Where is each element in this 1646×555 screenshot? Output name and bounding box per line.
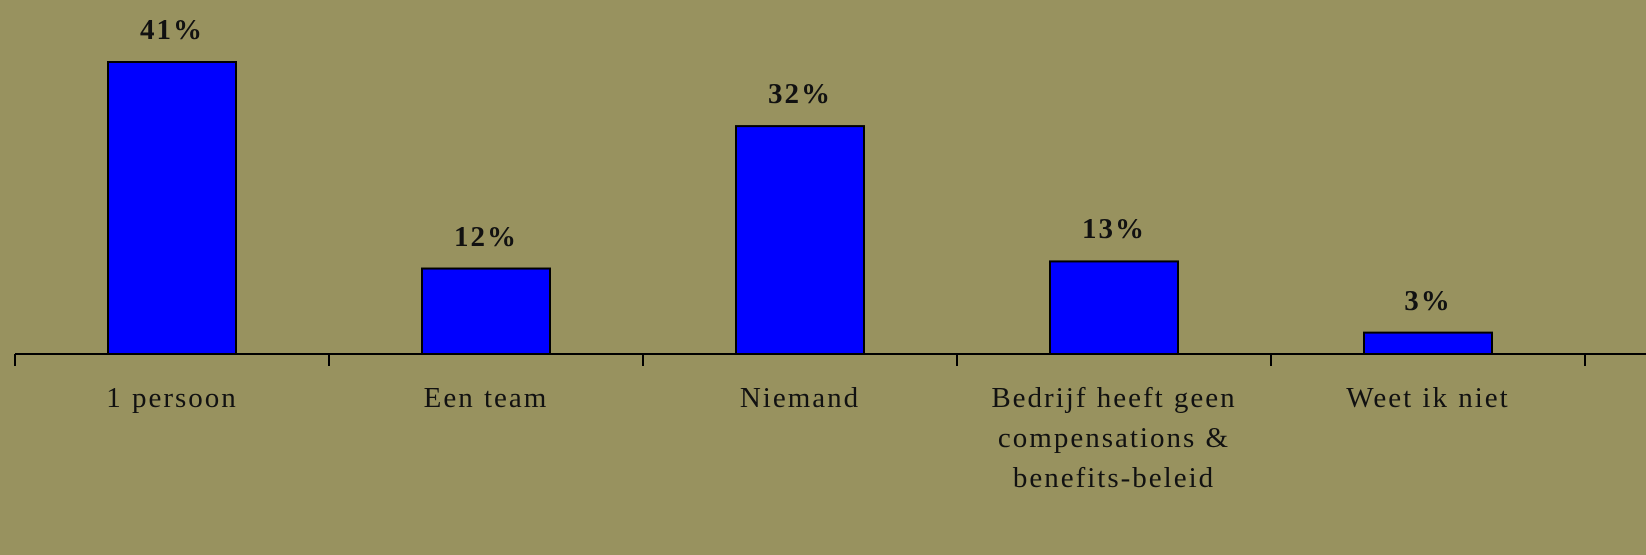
x-tick-label: Weet ik niet — [1346, 382, 1510, 414]
value-label: 41% — [140, 14, 204, 46]
value-label: 3% — [1404, 284, 1452, 317]
x-tick-label: Niemand — [739, 382, 861, 414]
bar — [1363, 331, 1493, 356]
x-tick-label: 1 persoon — [106, 382, 238, 414]
value-label: 12% — [454, 220, 518, 253]
bar — [421, 267, 551, 356]
bar — [1049, 260, 1179, 356]
x-tick-label: Bedrijf heeft geen compensations & benef… — [991, 382, 1237, 494]
bar — [735, 125, 865, 355]
value-label: 13% — [1082, 213, 1146, 246]
x-tick-label: Een team — [423, 382, 549, 414]
value-label: 32% — [768, 78, 832, 111]
bar — [107, 61, 237, 355]
